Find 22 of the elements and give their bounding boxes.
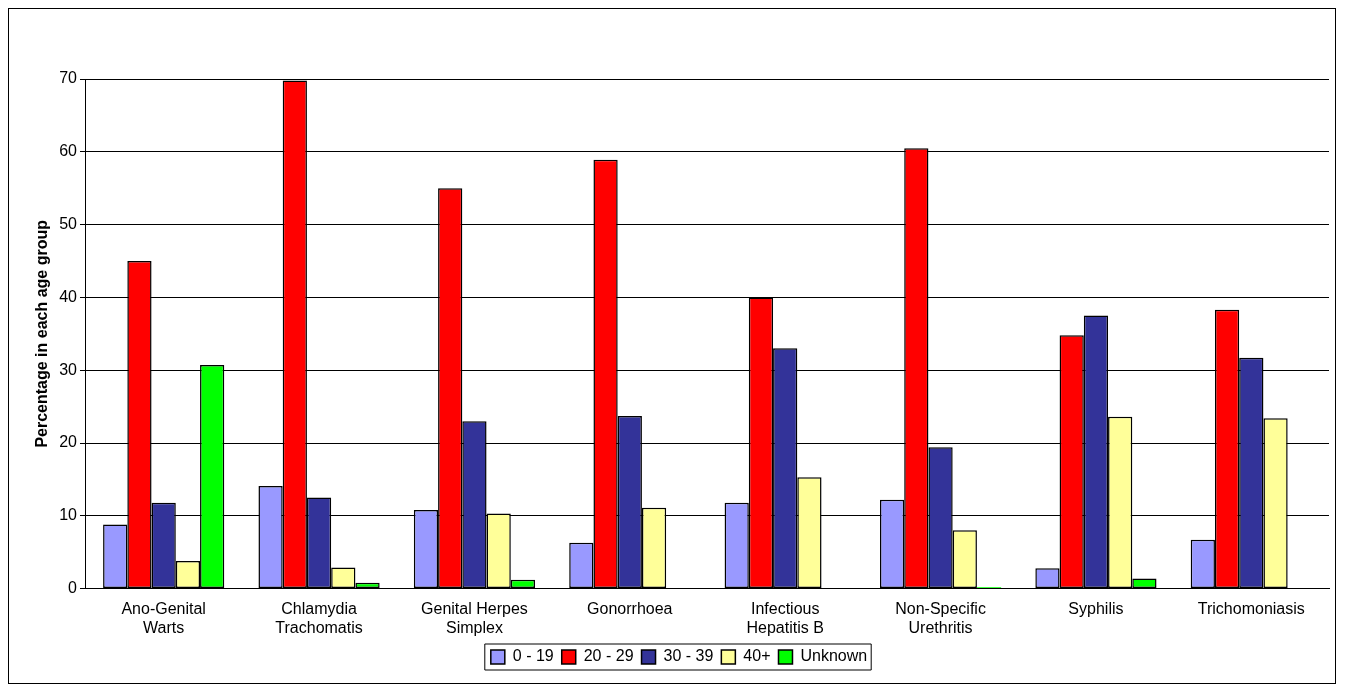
x-tick-label: Non-Specific Urethritis (895, 599, 986, 636)
y-tick-label: 40 (59, 287, 78, 305)
x-tick-label: Infectious Hepatitis B (746, 599, 824, 636)
y-tick-label: 60 (59, 142, 78, 160)
y-tick-label: 0 (68, 579, 78, 597)
legend-label: Unknown (800, 647, 868, 665)
legend-label: 20 - 29 (583, 647, 634, 665)
y-axis-title: Percentage in each age group (33, 219, 51, 448)
legend-label: 30 - 39 (663, 647, 714, 665)
y-tick-label: 20 (59, 433, 78, 451)
x-tick-label: Chlamydia Trachomatis (275, 599, 363, 636)
legend-label: 0 - 19 (512, 647, 554, 665)
x-tick-label: Gonorrhoea (587, 599, 673, 617)
x-tick-label: Ano-Genital Warts (121, 599, 206, 636)
legend-label: 40+ (743, 647, 771, 665)
y-tick-label: 10 (59, 506, 78, 524)
y-tick-label: 70 (59, 69, 78, 87)
y-tick-label: 50 (59, 215, 78, 233)
x-tick-label: Genital Herpes Simplex (421, 599, 528, 636)
x-tick-label: Trichomoniasis (1197, 599, 1305, 617)
y-tick-label: 30 (59, 360, 78, 378)
x-tick-label: Syphilis (1068, 599, 1124, 617)
